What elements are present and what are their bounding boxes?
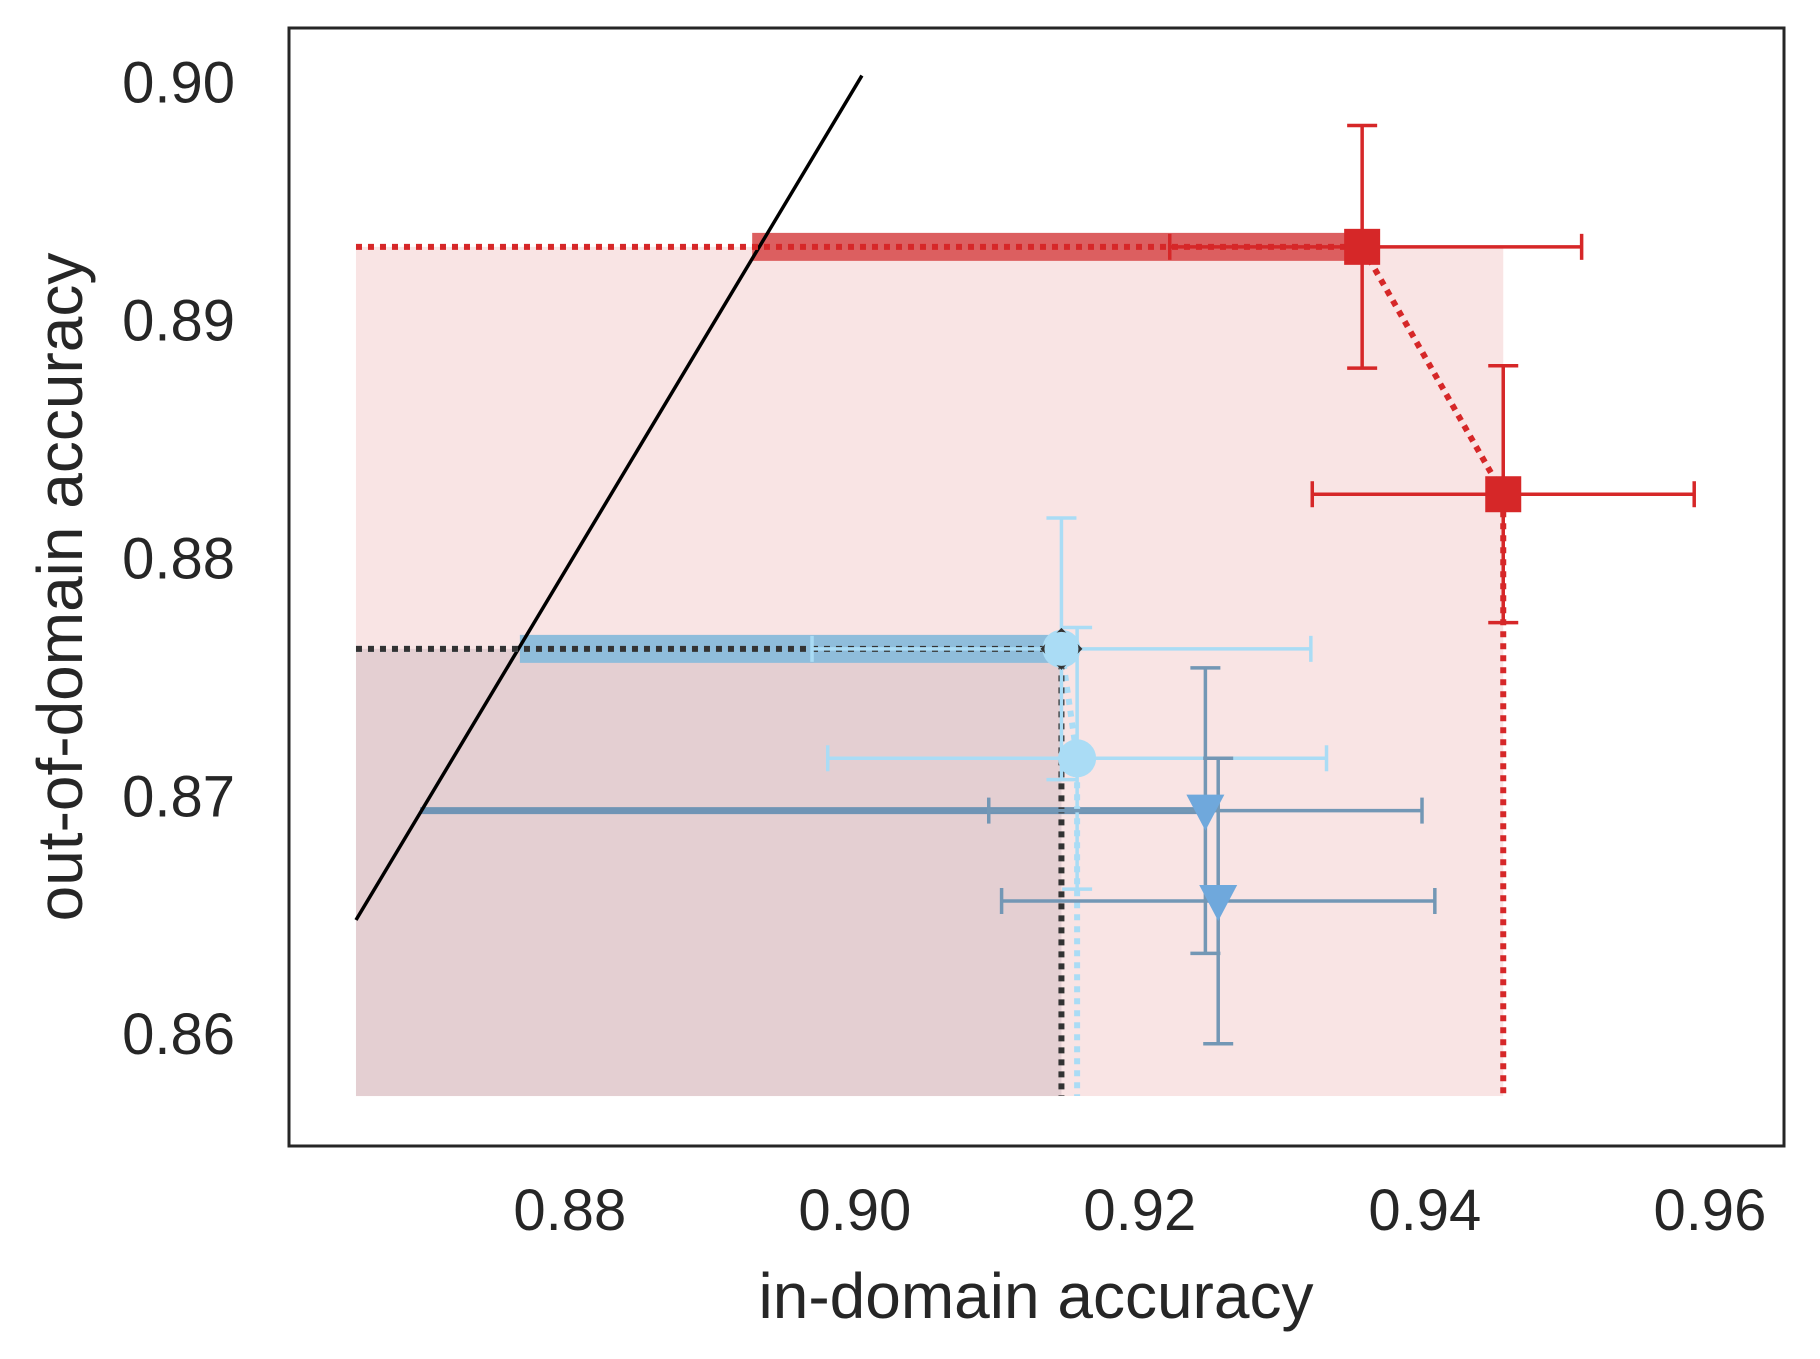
x-tick-label: 0.92 (1083, 1178, 1196, 1243)
y-tick-label: 0.89 (122, 289, 235, 354)
data-point-triangle-down-1 (1199, 884, 1238, 921)
y-tick-label: 0.86 (122, 1002, 235, 1067)
data-point-circle-overlay (1044, 631, 1079, 666)
y-tick-labels: 0.86 0.87 0.88 0.89 0.90 (122, 51, 235, 1067)
frontier-lines (355, 243, 1507, 1097)
shaded-regions (355, 246, 1504, 1097)
data-point-square-1 (1485, 476, 1522, 513)
x-tick-label: 0.96 (1653, 1178, 1766, 1243)
data-point-triangle-down-0 (1186, 794, 1225, 831)
y-tick-label: 0.90 (122, 51, 235, 116)
reference-line (354, 74, 864, 921)
data-point-circle-1 (1058, 739, 1097, 778)
data-points (1040, 228, 1522, 921)
plot-frame (287, 26, 1786, 1148)
y-tick-label: 0.87 (122, 764, 235, 829)
x-tick-label: 0.94 (1368, 1178, 1481, 1243)
y-tick-label: 0.88 (122, 526, 235, 591)
shaded-region-333333 (355, 648, 1062, 1097)
x-tick-label: 0.88 (513, 1178, 626, 1243)
x-tick-labels: 0.88 0.90 0.92 0.94 0.96 (513, 1178, 1766, 1243)
y-axis-label: out-of-domain accuracy (24, 253, 96, 922)
x-tick-label: 0.90 (798, 1178, 911, 1243)
x-axis-label: in-domain accuracy (759, 1260, 1314, 1332)
reference-line-layer (354, 74, 864, 921)
data-point-square-0 (1344, 228, 1381, 265)
shaded-region-d62728 (355, 246, 1504, 1097)
